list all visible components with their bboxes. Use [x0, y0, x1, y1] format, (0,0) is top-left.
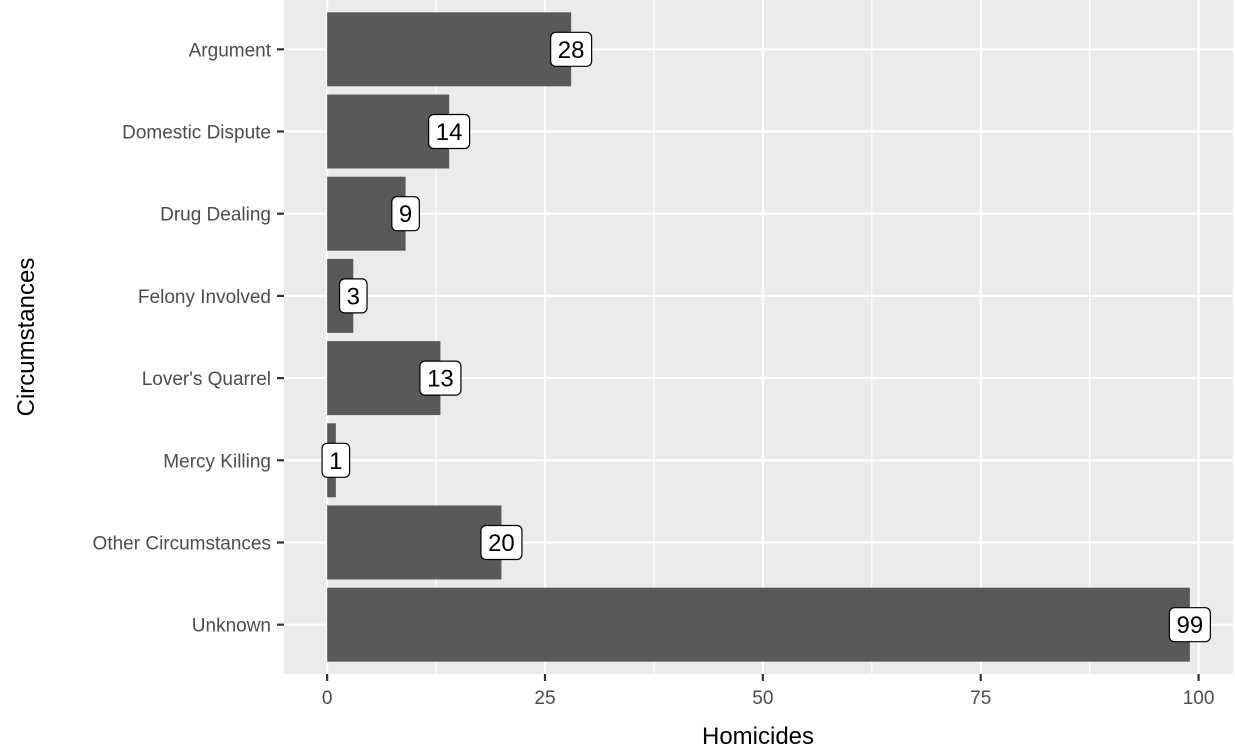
y-tick-label: Drug Dealing: [160, 205, 271, 226]
data-label: 28: [550, 31, 593, 67]
grid-lines: [284, 0, 1233, 674]
data-label-box: [480, 524, 523, 561]
data-label: 20: [480, 524, 523, 561]
data-label-value: 20: [488, 530, 515, 557]
x-tick-label: 100: [1183, 688, 1215, 709]
data-labels: 28 14 9 3 13 1 20 99: [321, 31, 1211, 643]
x-tick-label: 75: [970, 688, 991, 709]
data-label-box: [1168, 607, 1211, 643]
x-axis-title: Homicides: [702, 723, 814, 750]
data-label-box: [428, 113, 471, 150]
data-label-box: [321, 442, 351, 478]
bars: [327, 12, 1190, 662]
data-label: 9: [391, 196, 420, 232]
data-label-value: 9: [399, 201, 412, 228]
data-label: 1: [321, 442, 351, 478]
y-tick-label: Felony Involved: [138, 287, 271, 308]
x-axis: 0 25 50 75 100: [322, 674, 1215, 709]
x-tick-label: 0: [322, 688, 333, 709]
data-label: 14: [428, 113, 471, 150]
data-label-box: [338, 278, 368, 314]
bar: [327, 12, 572, 87]
y-axis: Argument Domestic Dispute Drug Dealing Felo…: [93, 40, 284, 637]
bar: [327, 505, 502, 580]
y-tick-label: Unknown: [192, 616, 271, 637]
bar: [327, 587, 1190, 662]
y-tick-label: Domestic Dispute: [122, 123, 271, 144]
data-label-value: 99: [1177, 612, 1204, 639]
y-axis-title: Circumstances: [13, 258, 40, 417]
data-label-box: [550, 31, 593, 67]
data-label-value: 3: [347, 283, 360, 310]
data-label-box: [391, 196, 420, 232]
data-label: 13: [419, 360, 462, 396]
data-label: 3: [338, 278, 368, 314]
data-label-value: 28: [558, 37, 585, 64]
y-tick-label: Lover's Quarrel: [142, 369, 271, 390]
data-label-box: [419, 360, 462, 396]
data-label-value: 1: [329, 448, 342, 475]
data-label-value: 14: [436, 119, 463, 146]
x-tick-label: 25: [534, 688, 555, 709]
y-tick-label: Mercy Killing: [163, 451, 271, 472]
data-label-value: 13: [427, 366, 454, 393]
y-tick-label: Argument: [189, 40, 272, 61]
data-label: 99: [1168, 607, 1211, 643]
x-tick-label: 50: [752, 688, 773, 709]
y-tick-label: Other Circumstances: [93, 533, 271, 554]
